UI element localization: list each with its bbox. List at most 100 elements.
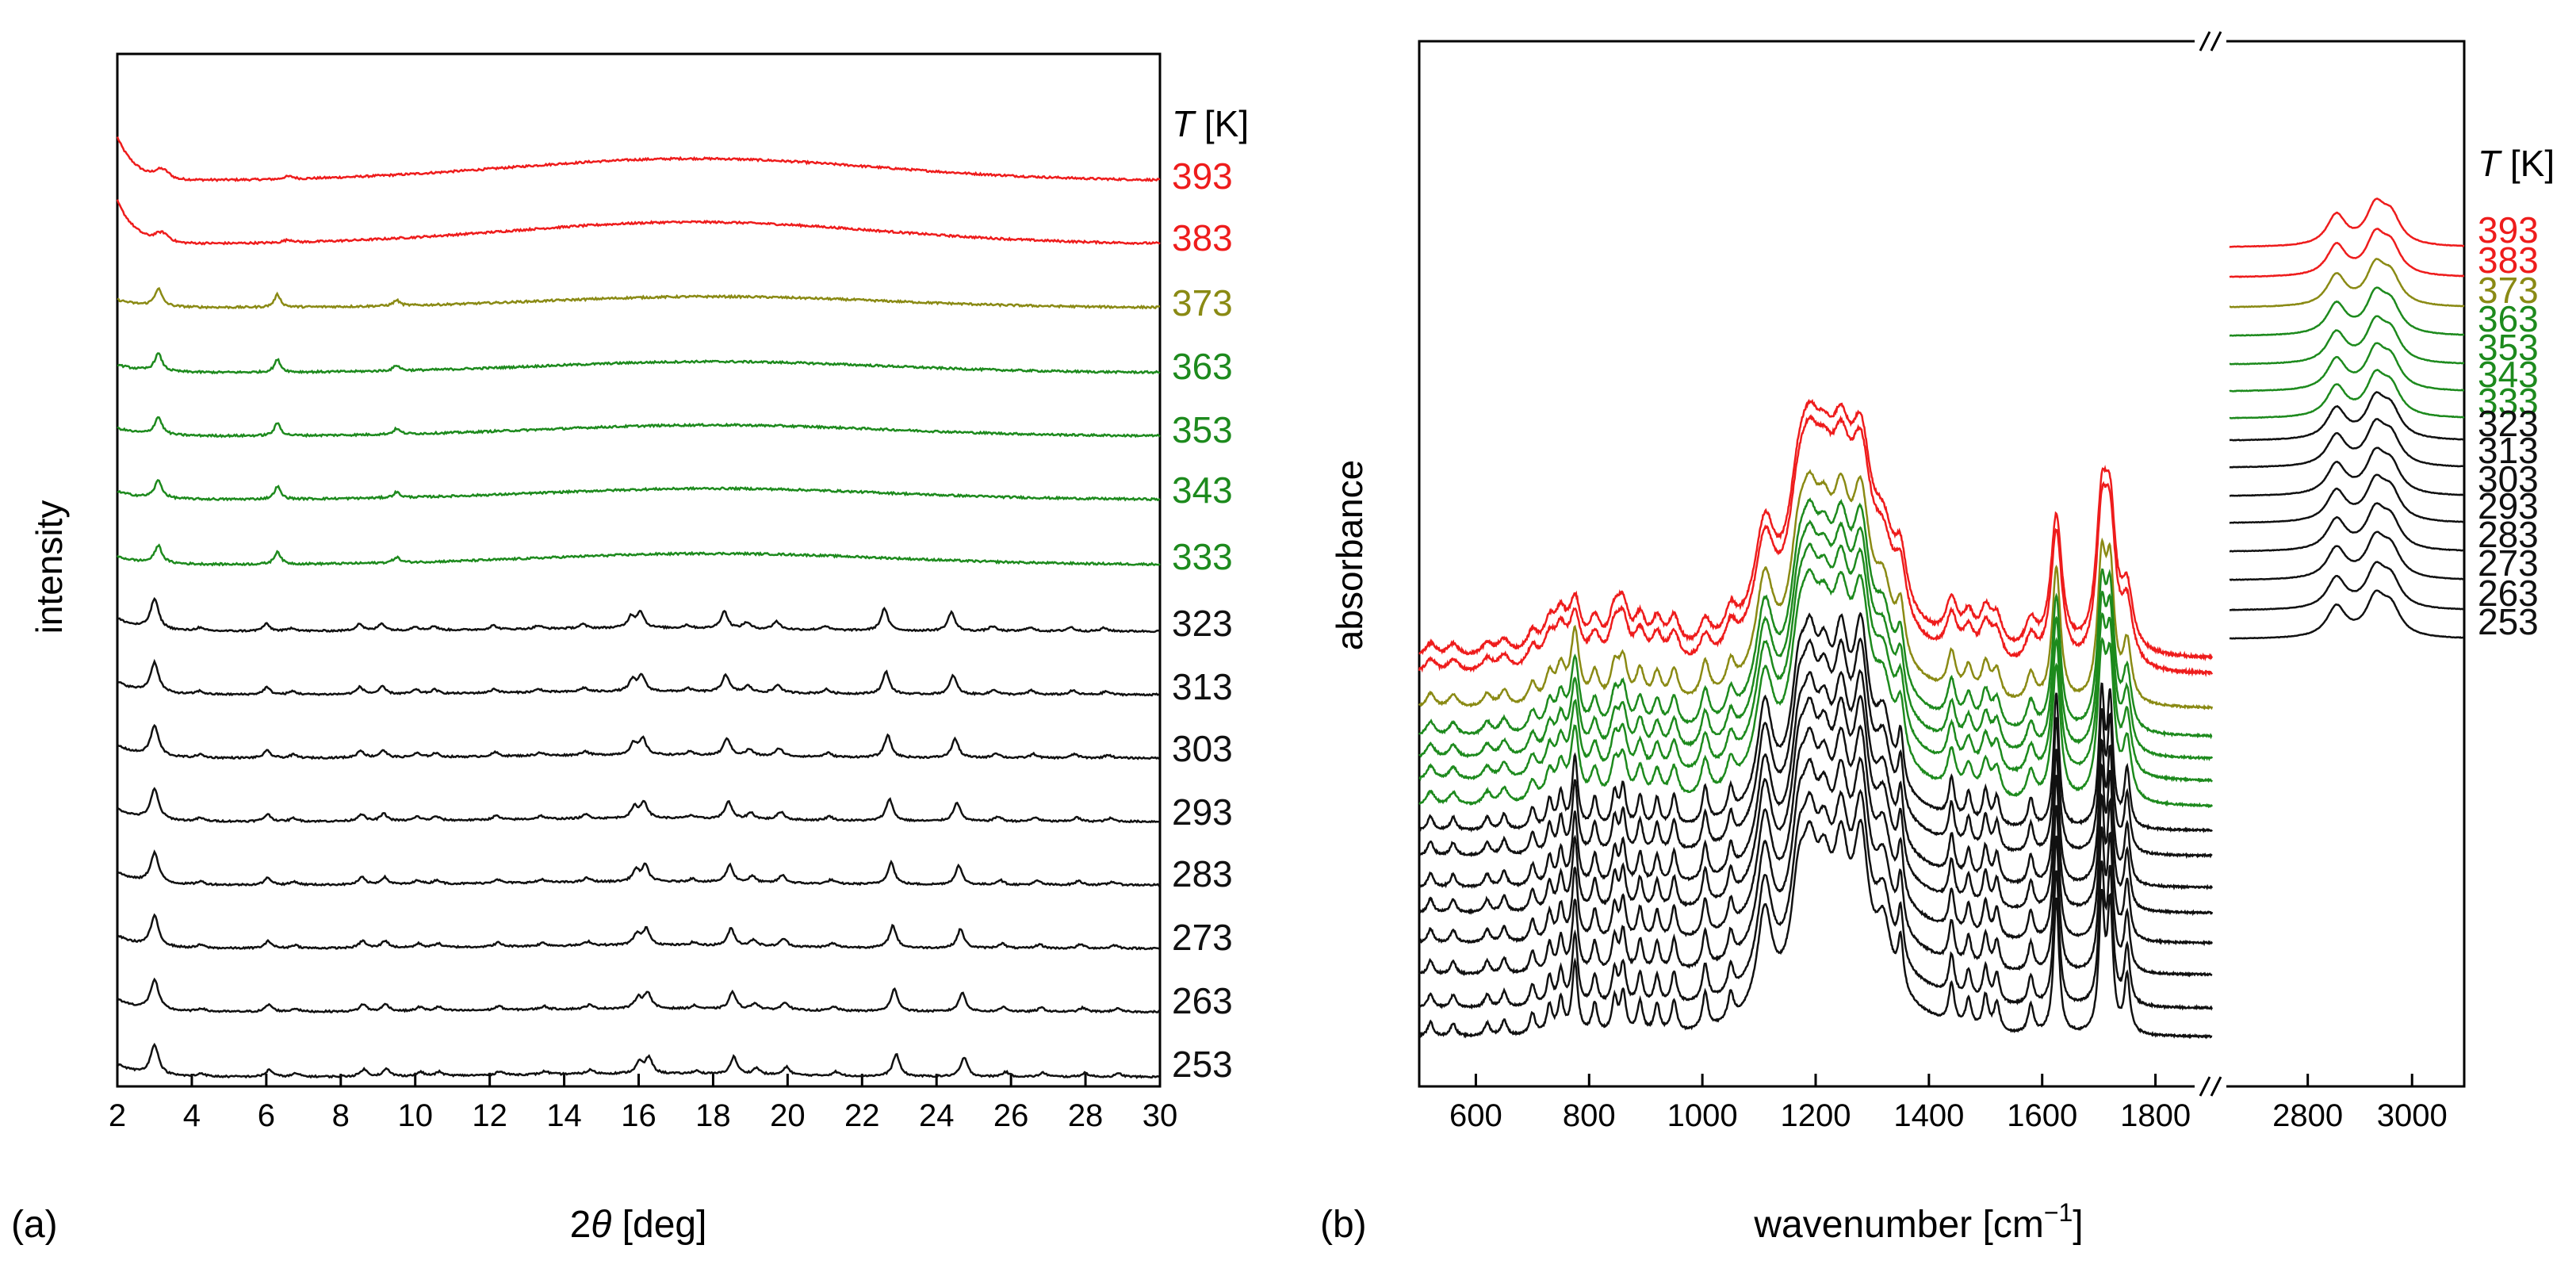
panel-b-xlabel-sup: −1	[2044, 1198, 2073, 1227]
panel-b-legend-label-253: 253	[2478, 601, 2539, 642]
panel-a-ylabel: intensity	[29, 500, 70, 634]
panel-a: 2 4 6 8 10 12 14 16 18 20 22 24 26 28 30 T [K]39338337…	[11, 52, 1249, 1246]
panel-a-x-tick-label: 10	[397, 1098, 433, 1133]
panel-a-legend-title: T [K]	[1172, 103, 1249, 144]
panel-a-legend-label-353: 353	[1172, 409, 1233, 450]
panel-a-series-363	[117, 352, 1161, 375]
axis-break-mark-top-2	[2210, 31, 2222, 52]
panel-b-legend-label-283: 283	[2478, 514, 2539, 555]
panel-b-series-right-373	[2229, 258, 2465, 308]
panel-a-series-333	[116, 543, 1161, 567]
panel-b-series-left-343	[1418, 542, 2214, 783]
panel-b-legend-title: T [K]	[2478, 143, 2555, 184]
panel-a-series-293	[117, 787, 1161, 824]
panel-b-xlabel-end: ]	[2073, 1204, 2083, 1246]
panel-b-legend-label-333: 333	[2478, 381, 2539, 422]
panel-b-series-right-293	[2229, 473, 2465, 524]
panel-b-series-left-393	[1418, 398, 2214, 661]
panel-a-label: (a)	[11, 1204, 58, 1246]
panel-b-x-tick-label: 2800	[2272, 1098, 2343, 1133]
panel-a-x-tick-label: 24	[919, 1098, 955, 1133]
panel-a-series-263	[116, 977, 1161, 1014]
panel-a-x-tick-label: 22	[844, 1098, 880, 1133]
panel-a-legend-label-283: 283	[1172, 853, 1233, 894]
panel-b-legend-label-323: 323	[2478, 403, 2539, 444]
panel-a-x-tick-label: 18	[695, 1098, 731, 1133]
panel-a-x-tick-label: 12	[472, 1098, 507, 1133]
panel-b-plot-frame	[1418, 40, 2466, 1088]
panel-a-legend-label-273: 273	[1172, 917, 1233, 958]
panel-b-series-left-293	[1418, 695, 2214, 917]
panel-a-series-343	[117, 478, 1161, 502]
panel-a-legend-label-343: 343	[1172, 469, 1233, 511]
panel-b-label: (b)	[1320, 1204, 1367, 1246]
panel-b-legend: T [K] 39338337336335334333332331330329328…	[2478, 143, 2555, 642]
panel-a-x-tick-label: 2	[109, 1098, 126, 1133]
panel-a-series-393	[116, 136, 1161, 182]
panel-a-series-253	[116, 1042, 1161, 1079]
panel-b-legend-label-393: 393	[2478, 209, 2539, 251]
panel-a-x-tick-label: 20	[770, 1098, 806, 1133]
panel-b-axis-break-gap	[2195, 32, 2226, 1102]
panel-b-x-ticks: 600 800 1000 1200 1400 1600 1800 2800 3000	[1449, 1074, 2448, 1133]
panel-a-series-373	[117, 286, 1161, 310]
panel-a-legend-label-373: 373	[1172, 282, 1233, 324]
panel-a-xlabel: 2θ [deg]	[570, 1204, 707, 1246]
panel-a-series-323	[117, 596, 1161, 634]
panel-b-series-right-363	[2229, 286, 2465, 337]
panel-a-x-ticks: 2 4 6 8 10 12 14 16 18 20 22 24 26 28 30	[109, 1074, 1177, 1133]
panel-a-legend-label-333: 333	[1172, 536, 1233, 577]
panel-a-legend-label-313: 313	[1172, 666, 1233, 707]
panel-a-legend-title-unit: [K]	[1194, 103, 1249, 144]
panel-a-x-tick-label: 8	[332, 1098, 350, 1133]
panel-a-x-tick-label: 26	[993, 1098, 1029, 1133]
panel-b-legend-title-unit: [K]	[2500, 143, 2555, 184]
panel-b-xlabel: wavenumber [cm−1]	[1753, 1198, 2083, 1246]
panel-a-legend-title-symbol: T	[1172, 103, 1196, 144]
panel-b-series-left-313	[1418, 637, 2213, 860]
panel-a-xlabel-prefix: 2	[570, 1204, 591, 1246]
panel-b-series-right-333	[2229, 369, 2465, 419]
panel-a-series-353	[117, 416, 1161, 439]
panel-a-legend-label-253: 253	[1172, 1044, 1233, 1085]
panel-b-legend-label-293: 293	[2478, 485, 2539, 527]
panel-b-series-right-273	[2229, 531, 2465, 581]
panel-a-legend-label-363: 363	[1172, 346, 1233, 387]
panel-b-xlabel-main: wavenumber [cm	[1753, 1204, 2043, 1246]
panel-b-series-left-323	[1418, 611, 2213, 833]
panel-b: 600 800 1000 1200 1400 1600 1800 2800 3000 T [K]…	[1320, 31, 2555, 1246]
panel-b-series-right-323	[2229, 391, 2465, 442]
panel-b-legend-title-symbol: T	[2478, 143, 2502, 184]
panel-b-series	[1418, 197, 2465, 1040]
panel-b-series-left-263	[1418, 788, 2214, 1011]
panel-a-legend-label-303: 303	[1172, 728, 1233, 769]
panel-b-series-left-273	[1418, 756, 2213, 978]
panel-a-x-tick-label: 14	[546, 1098, 582, 1133]
axis-break-mark-bottom-2	[2210, 1076, 2222, 1097]
panel-a-legend-label-393: 393	[1172, 155, 1233, 197]
panel-b-x-tick-label: 1400	[1893, 1098, 1964, 1133]
panel-b-legend-label-373: 373	[2478, 270, 2539, 311]
panel-b-legend-label-303: 303	[2478, 458, 2539, 500]
panel-b-x-tick-label: 1200	[1781, 1098, 1851, 1133]
panel-b-series-right-383	[2229, 228, 2465, 278]
panel-b-series-right-343	[2229, 342, 2465, 393]
panel-a-xlabel-theta: θ	[591, 1204, 611, 1246]
panel-b-x-tick-label: 1000	[1667, 1098, 1738, 1133]
panel-a-series-283	[117, 849, 1161, 887]
panel-a-x-tick-label: 28	[1068, 1098, 1104, 1133]
panel-b-axis-break-marks	[2199, 31, 2222, 1097]
panel-a-legend-label-263: 263	[1172, 980, 1233, 1021]
panel-b-legend-label-353: 353	[2478, 327, 2539, 368]
panel-a-series-303	[117, 723, 1161, 760]
panel-b-legend-label-363: 363	[2478, 298, 2539, 339]
axis-break-mark-bottom-1	[2199, 1076, 2211, 1097]
panel-b-series-right-283	[2229, 502, 2465, 553]
panel-b-series-right-263	[2229, 561, 2465, 611]
panel-b-series-right-353	[2229, 315, 2465, 366]
panel-b-series-right-253	[2230, 589, 2465, 640]
panel-b-x-tick-label: 600	[1449, 1098, 1502, 1133]
panel-a-series-273	[117, 913, 1161, 951]
panel-b-legend-label-273: 273	[2478, 542, 2539, 584]
